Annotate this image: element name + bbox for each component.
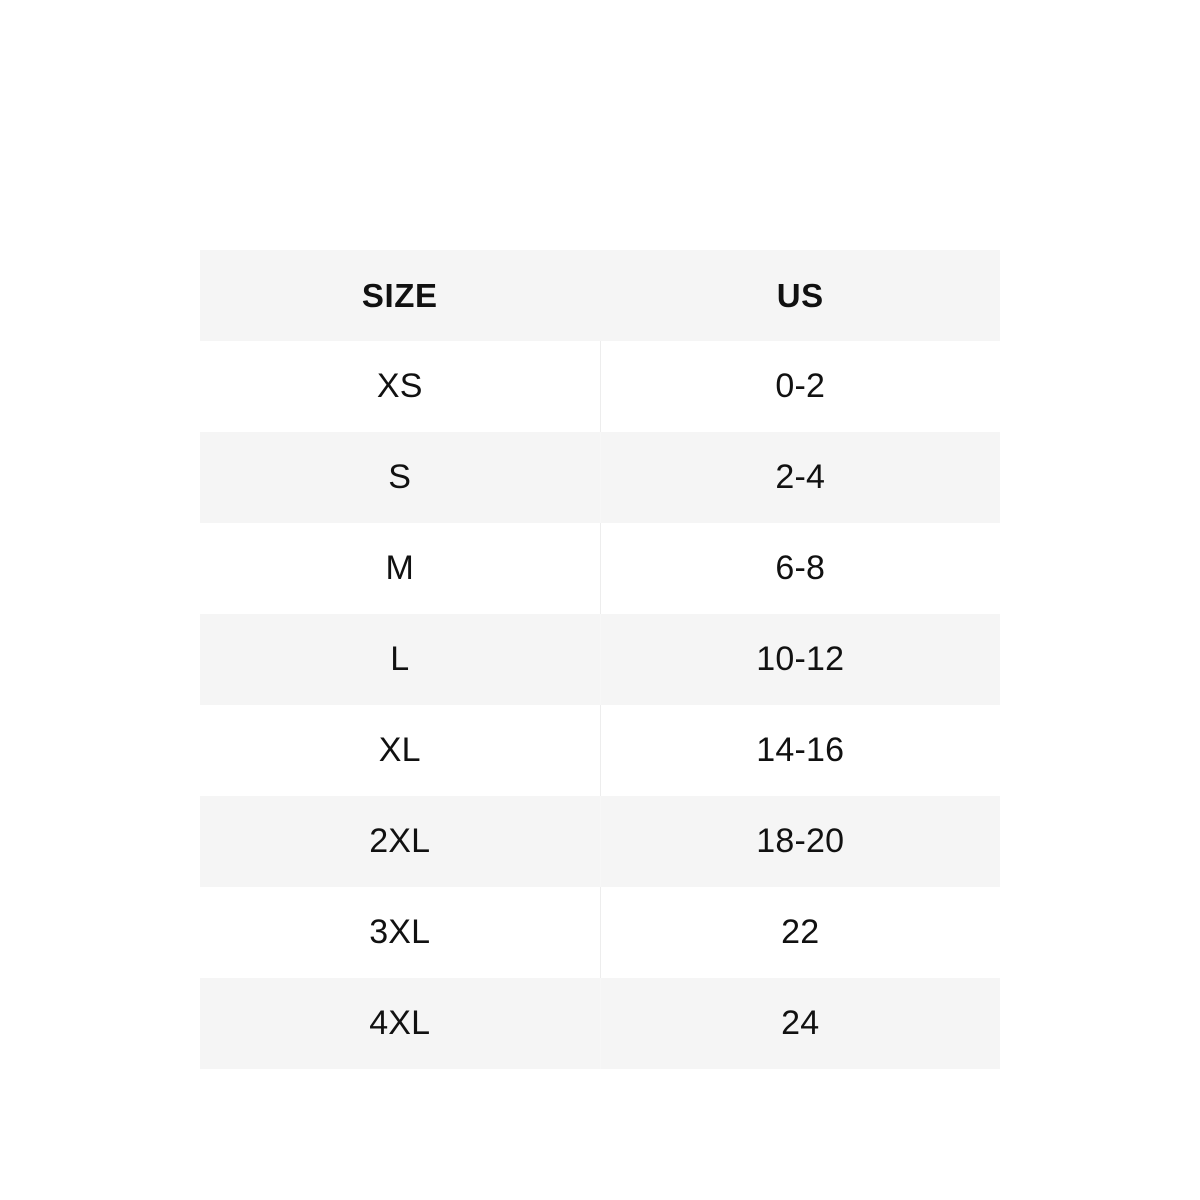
table-row: 2XL 18-20 bbox=[200, 796, 1000, 887]
cell-us: 6-8 bbox=[775, 549, 826, 587]
cell-size: 2XL bbox=[200, 796, 601, 887]
table-row: 4XL 24 bbox=[200, 978, 1000, 1069]
cell-size: 3XL bbox=[200, 887, 601, 978]
column-header-us: US bbox=[776, 276, 824, 314]
cell-us: 18-20 bbox=[756, 822, 845, 860]
cell-size: L bbox=[200, 614, 601, 705]
cell-size: XL bbox=[200, 705, 601, 796]
table-row: XL 14-16 bbox=[200, 705, 1000, 796]
table-row: XS 0-2 bbox=[200, 341, 1000, 432]
cell-us: 10-12 bbox=[756, 640, 845, 678]
table-row: 3XL 22 bbox=[200, 887, 1000, 978]
table-header-row: SIZE US bbox=[200, 250, 1000, 341]
cell-size: 4XL bbox=[200, 978, 601, 1069]
cell-size: XS bbox=[200, 341, 601, 432]
table-row: L 10-12 bbox=[200, 614, 1000, 705]
column-header-size: SIZE bbox=[200, 250, 601, 341]
cell-us: 22 bbox=[781, 913, 820, 951]
table-row: S 2-4 bbox=[200, 432, 1000, 523]
cell-us: 2-4 bbox=[775, 458, 826, 496]
table-row: M 6-8 bbox=[200, 523, 1000, 614]
cell-us: 24 bbox=[781, 1004, 820, 1042]
table-header: SIZE US bbox=[200, 250, 1000, 341]
cell-size: S bbox=[200, 432, 601, 523]
size-chart-table: SIZE US XS 0-2 S 2-4 M 6-8 L 10-12 XL bbox=[200, 250, 1000, 1069]
cell-size: M bbox=[200, 523, 601, 614]
cell-us: 14-16 bbox=[756, 731, 845, 769]
table-body: XS 0-2 S 2-4 M 6-8 L 10-12 XL 14-16 2XL … bbox=[200, 341, 1000, 1069]
cell-us: 0-2 bbox=[775, 367, 826, 405]
